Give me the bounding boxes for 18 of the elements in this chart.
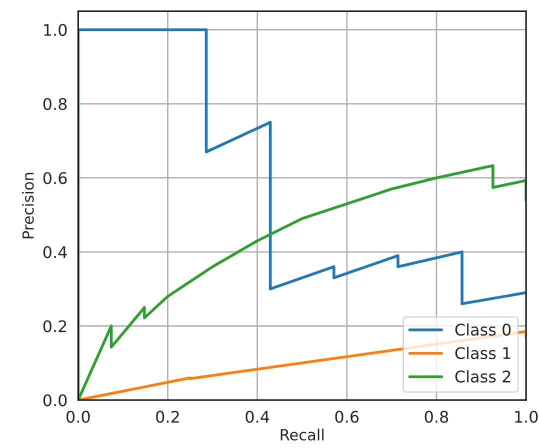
y-tick-label: 0.2 (43, 320, 66, 332)
x-tick-label: 1.0 (515, 410, 538, 423)
legend-label: Class 2 (455, 370, 510, 383)
line-series (78, 28, 526, 306)
legend-label: Class 0 (455, 323, 511, 336)
legend-label: Class 1 (455, 346, 510, 360)
x-tick-label: 0.8 (424, 410, 448, 423)
x-tick-label: 0.0 (66, 410, 90, 423)
x-axis-title: Recall (280, 428, 324, 441)
y-tick-label: 0.0 (43, 394, 67, 406)
y-tick-label: 0.6 (43, 172, 67, 184)
y-tick-label: 0.8 (43, 98, 67, 110)
y-tick-label: 0.4 (43, 246, 67, 258)
y-tick-label: 1.0 (44, 24, 67, 36)
x-tick-label: 0.4 (246, 410, 270, 423)
x-tick-label: 0.2 (156, 410, 179, 423)
x-tick-label: 0.6 (335, 410, 359, 423)
y-axis-title: Precision (22, 172, 34, 238)
